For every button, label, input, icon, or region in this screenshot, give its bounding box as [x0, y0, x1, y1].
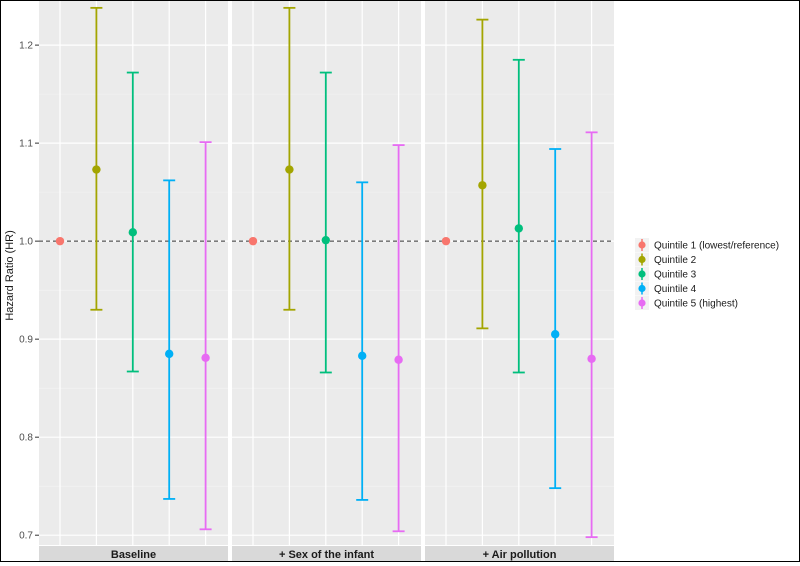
hr-point	[587, 354, 596, 363]
hr-point	[478, 181, 487, 190]
legend-key-point	[638, 255, 646, 264]
facet-strip	[232, 546, 421, 562]
hr-point	[165, 349, 174, 359]
hr-point	[55, 236, 65, 246]
hr-point	[394, 355, 403, 364]
legend-key-point	[638, 241, 646, 249]
legend-label: Quintile 5 (highest)	[654, 299, 738, 310]
legend-label: Quintile 1 (lowest/reference)	[654, 241, 779, 252]
hr-point	[92, 165, 101, 174]
y-tick-label: 1.0	[19, 237, 33, 248]
legend-key-point	[638, 284, 646, 293]
y-tick-label: 0.8	[19, 433, 33, 444]
legend-label: Quintile 2	[654, 255, 697, 266]
y-tick-label: 0.9	[19, 335, 33, 346]
hr-point	[248, 236, 258, 246]
hr-point	[128, 228, 137, 237]
legend-key-point	[638, 299, 646, 307]
legend-label: Quintile 3	[654, 270, 697, 281]
y-tick-label: 1.1	[19, 139, 33, 150]
legend-label: Quintile 4	[654, 284, 697, 295]
y-axis-title: Hazard Ratio (HR)	[4, 230, 16, 320]
hr-point	[285, 165, 294, 174]
hr-point	[441, 236, 451, 246]
hr-point	[201, 353, 210, 362]
facet-label: + Sex of the infant	[279, 549, 374, 561]
y-tick-label: 1.2	[19, 41, 33, 52]
facet-label: + Air pollution	[483, 549, 557, 561]
hr-point	[358, 351, 367, 361]
hr-point	[321, 235, 330, 245]
facet-strip	[425, 546, 614, 562]
facet-label: Baseline	[111, 549, 156, 561]
y-tick-label: 0.7	[19, 531, 33, 542]
facet-strip	[39, 546, 228, 562]
hr-point	[514, 224, 523, 233]
hr-point	[551, 330, 560, 339]
legend-key-point	[638, 270, 646, 278]
